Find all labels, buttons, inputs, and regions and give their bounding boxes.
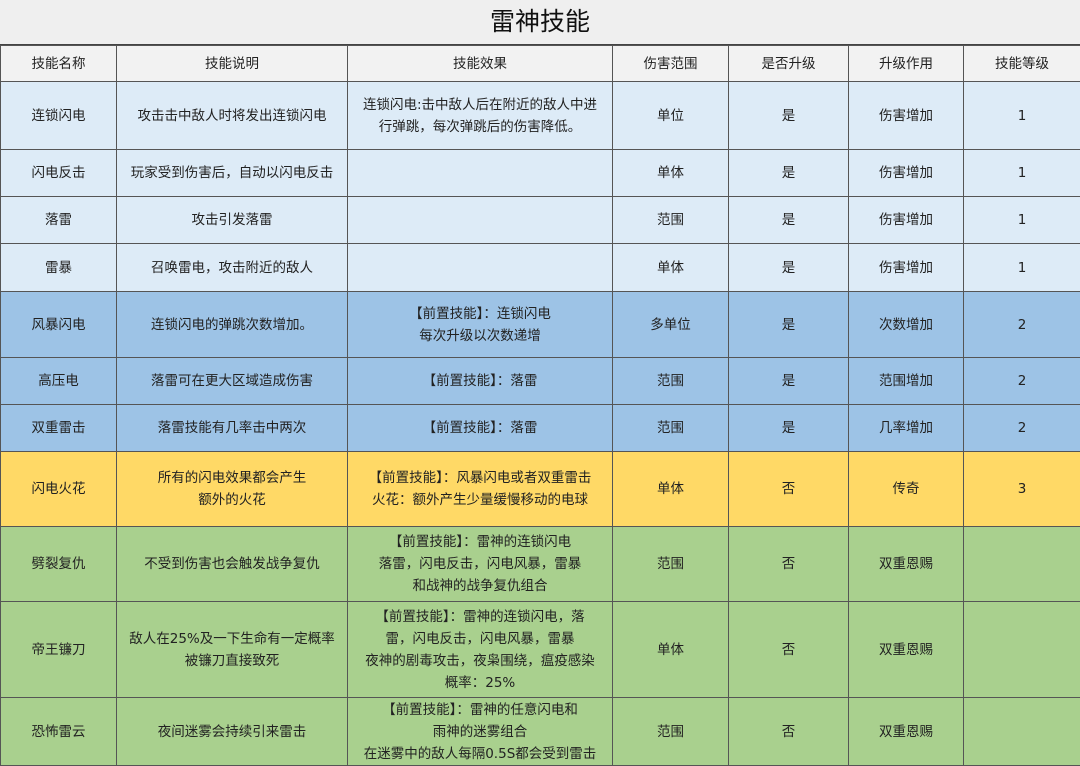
- skill-level-cell[interactable]: 1: [964, 82, 1080, 150]
- upgrade-effect-cell[interactable]: 伤害增加: [849, 82, 964, 150]
- skill-effect-cell[interactable]: [348, 197, 613, 244]
- skill-effect-cell[interactable]: 连锁闪电:击中敌人后在附近的敌人中进 行弹跳，每次弹跳后的伤害降低。: [348, 82, 613, 150]
- table-row: 风暴闪电连锁闪电的弹跳次数增加。【前置技能】：连锁闪电 每次升级以次数递增多单位…: [1, 292, 1080, 358]
- damage-range-cell[interactable]: 多单位: [613, 292, 729, 358]
- skill-effect-cell[interactable]: 【前置技能】：雷神的连锁闪电 落雷，闪电反击，闪电风暴，雷暴 和战神的战争复仇组…: [348, 527, 613, 602]
- table-row: 帝王镰刀敌人在25%及一下生命有一定概率 被镰刀直接致死【前置技能】：雷神的连锁…: [1, 602, 1080, 698]
- header-range[interactable]: 伤害范围: [613, 46, 729, 82]
- skill-name-cell[interactable]: 高压电: [1, 358, 117, 405]
- header-desc[interactable]: 技能说明: [117, 46, 348, 82]
- skill-name-cell[interactable]: 恐怖雷云: [1, 698, 117, 766]
- skill-name-cell[interactable]: 双重雷击: [1, 405, 117, 452]
- skill-level-cell[interactable]: 2: [964, 405, 1080, 452]
- skill-desc-cell[interactable]: 连锁闪电的弹跳次数增加。: [117, 292, 348, 358]
- upgradable-cell[interactable]: 是: [729, 292, 849, 358]
- damage-range-cell[interactable]: 范围: [613, 197, 729, 244]
- skill-level-cell[interactable]: 1: [964, 244, 1080, 292]
- skill-level-cell[interactable]: 2: [964, 358, 1080, 405]
- skill-effect-cell[interactable]: 【前置技能】：雷神的任意闪电和 雨神的迷雾组合 在迷雾中的敌人每隔0.5S都会受…: [348, 698, 613, 766]
- skill-level-cell[interactable]: 1: [964, 150, 1080, 197]
- upgradable-cell[interactable]: 是: [729, 150, 849, 197]
- header-effect[interactable]: 技能效果: [348, 46, 613, 82]
- upgradable-cell[interactable]: 否: [729, 602, 849, 698]
- upgrade-effect-cell[interactable]: 双重恩赐: [849, 602, 964, 698]
- table-row: 劈裂复仇不受到伤害也会触发战争复仇【前置技能】：雷神的连锁闪电 落雷，闪电反击，…: [1, 527, 1080, 602]
- damage-range-cell[interactable]: 单体: [613, 602, 729, 698]
- damage-range-cell[interactable]: 范围: [613, 698, 729, 766]
- skill-desc-cell[interactable]: 不受到伤害也会触发战争复仇: [117, 527, 348, 602]
- skill-desc-cell[interactable]: 攻击引发落雷: [117, 197, 348, 244]
- skill-level-cell[interactable]: [964, 698, 1080, 766]
- table-row: 连锁闪电攻击击中敌人时将发出连锁闪电连锁闪电:击中敌人后在附近的敌人中进 行弹跳…: [1, 82, 1080, 150]
- upgradable-cell[interactable]: 是: [729, 405, 849, 452]
- damage-range-cell[interactable]: 范围: [613, 358, 729, 405]
- skill-effect-cell[interactable]: 【前置技能】：落雷: [348, 405, 613, 452]
- header-upgrade-effect[interactable]: 升级作用: [849, 46, 964, 82]
- skill-effect-cell[interactable]: [348, 244, 613, 292]
- upgrade-effect-cell[interactable]: 双重恩赐: [849, 698, 964, 766]
- skill-name-cell[interactable]: 劈裂复仇: [1, 527, 117, 602]
- damage-range-cell[interactable]: 单体: [613, 452, 729, 527]
- skill-desc-cell[interactable]: 所有的闪电效果都会产生 额外的火花: [117, 452, 348, 527]
- skill-name-cell[interactable]: 连锁闪电: [1, 82, 117, 150]
- upgrade-effect-cell[interactable]: 伤害增加: [849, 244, 964, 292]
- upgrade-effect-cell[interactable]: 伤害增加: [849, 150, 964, 197]
- header-level[interactable]: 技能等级: [964, 46, 1080, 82]
- skill-desc-cell[interactable]: 敌人在25%及一下生命有一定概率 被镰刀直接致死: [117, 602, 348, 698]
- skill-name-cell[interactable]: 帝王镰刀: [1, 602, 117, 698]
- upgradable-cell[interactable]: 是: [729, 358, 849, 405]
- table-row: 闪电火花所有的闪电效果都会产生 额外的火花【前置技能】：风暴闪电或者双重雷击 火…: [1, 452, 1080, 527]
- skill-level-cell[interactable]: 1: [964, 197, 1080, 244]
- skill-desc-cell[interactable]: 夜间迷雾会持续引来雷击: [117, 698, 348, 766]
- skill-desc-cell[interactable]: 落雷技能有几率击中两次: [117, 405, 348, 452]
- table-row: 恐怖雷云夜间迷雾会持续引来雷击【前置技能】：雷神的任意闪电和 雨神的迷雾组合 在…: [1, 698, 1080, 766]
- skill-level-cell[interactable]: [964, 527, 1080, 602]
- upgrade-effect-cell[interactable]: 次数增加: [849, 292, 964, 358]
- damage-range-cell[interactable]: 范围: [613, 527, 729, 602]
- damage-range-cell[interactable]: 单体: [613, 244, 729, 292]
- skill-effect-cell[interactable]: 【前置技能】：连锁闪电 每次升级以次数递增: [348, 292, 613, 358]
- skill-name-cell[interactable]: 落雷: [1, 197, 117, 244]
- damage-range-cell[interactable]: 单位: [613, 82, 729, 150]
- upgradable-cell[interactable]: 否: [729, 452, 849, 527]
- upgradable-cell[interactable]: 是: [729, 244, 849, 292]
- upgradable-cell[interactable]: 否: [729, 698, 849, 766]
- skill-effect-cell[interactable]: [348, 150, 613, 197]
- header-row: 技能名称 技能说明 技能效果 伤害范围 是否升级 升级作用 技能等级: [1, 46, 1080, 82]
- upgradable-cell[interactable]: 否: [729, 527, 849, 602]
- skill-name-cell[interactable]: 雷暴: [1, 244, 117, 292]
- skill-name-cell[interactable]: 风暴闪电: [1, 292, 117, 358]
- skill-effect-cell[interactable]: 【前置技能】：雷神的连锁闪电，落 雷，闪电反击，闪电风暴，雷暴 夜神的剧毒攻击，…: [348, 602, 613, 698]
- skill-desc-cell[interactable]: 攻击击中敌人时将发出连锁闪电: [117, 82, 348, 150]
- upgrade-effect-cell[interactable]: 传奇: [849, 452, 964, 527]
- skill-level-cell[interactable]: [964, 602, 1080, 698]
- skill-name-cell[interactable]: 闪电火花: [1, 452, 117, 527]
- damage-range-cell[interactable]: 范围: [613, 405, 729, 452]
- upgradable-cell[interactable]: 是: [729, 197, 849, 244]
- damage-range-cell[interactable]: 单体: [613, 150, 729, 197]
- upgrade-effect-cell[interactable]: 双重恩赐: [849, 527, 964, 602]
- skill-level-cell[interactable]: 3: [964, 452, 1080, 527]
- header-name[interactable]: 技能名称: [1, 46, 117, 82]
- sheet-title: 雷神技能: [0, 0, 1080, 45]
- skill-desc-cell[interactable]: 玩家受到伤害后，自动以闪电反击: [117, 150, 348, 197]
- upgrade-effect-cell[interactable]: 范围增加: [849, 358, 964, 405]
- header-upgrade[interactable]: 是否升级: [729, 46, 849, 82]
- skills-table: 技能名称 技能说明 技能效果 伤害范围 是否升级 升级作用 技能等级 连锁闪电攻…: [0, 45, 1080, 766]
- skill-level-cell[interactable]: 2: [964, 292, 1080, 358]
- upgradable-cell[interactable]: 是: [729, 82, 849, 150]
- skill-effect-cell[interactable]: 【前置技能】：风暴闪电或者双重雷击 火花：额外产生少量缓慢移动的电球: [348, 452, 613, 527]
- skill-desc-cell[interactable]: 召唤雷电，攻击附近的敌人: [117, 244, 348, 292]
- skill-name-cell[interactable]: 闪电反击: [1, 150, 117, 197]
- skill-desc-cell[interactable]: 落雷可在更大区域造成伤害: [117, 358, 348, 405]
- upgrade-effect-cell[interactable]: 几率增加: [849, 405, 964, 452]
- upgrade-effect-cell[interactable]: 伤害增加: [849, 197, 964, 244]
- skill-effect-cell[interactable]: 【前置技能】：落雷: [348, 358, 613, 405]
